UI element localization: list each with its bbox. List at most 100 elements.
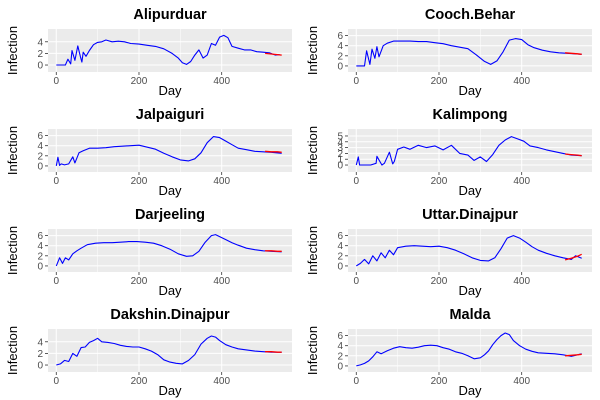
x-tick-label: 400 — [213, 76, 230, 87]
y-axis-title: Infection — [305, 326, 320, 375]
x-tick-label: 200 — [431, 376, 448, 387]
x-tick-label: 400 — [513, 76, 530, 87]
observed-series-line — [356, 38, 582, 67]
plot-background — [48, 29, 292, 72]
x-tick-label: 200 — [131, 176, 148, 187]
panel-title: Dakshin.Dinajpur — [110, 307, 230, 323]
y-tick-label: 2 — [37, 349, 43, 360]
fitted-series-line — [565, 353, 582, 357]
y-tick-label: 2 — [337, 351, 343, 362]
panel-title: Cooch.Behar — [425, 7, 516, 23]
y-tick-label: 2 — [37, 251, 43, 262]
x-tick-label: 400 — [213, 376, 230, 387]
plot-background — [48, 329, 292, 372]
observed-series-line — [56, 335, 282, 366]
y-tick-label: 4 — [37, 337, 43, 348]
x-tick-label: 0 — [353, 376, 359, 387]
y-tick-label: 0 — [337, 261, 343, 272]
y-tick-label: 6 — [37, 131, 43, 142]
plot-background — [348, 129, 592, 172]
y-axis-title: Infection — [5, 326, 20, 375]
x-tick-label: 200 — [131, 276, 148, 287]
panel-title: Malda — [449, 307, 491, 323]
x-tick-label: 400 — [213, 176, 230, 187]
fitted-series-line — [564, 253, 582, 261]
x-tick-label: 400 — [513, 376, 530, 387]
panel-title: Uttar.Dinajpur — [422, 207, 518, 223]
fitted-series-line — [565, 153, 582, 157]
y-tick-label: 4 — [37, 37, 43, 48]
observed-series-line — [55, 234, 282, 267]
panel-title: Darjeeling — [135, 207, 205, 223]
panel-title: Jalpaiguri — [136, 107, 205, 123]
x-tick-label: 200 — [431, 76, 448, 87]
y-axis-title: Infection — [305, 226, 320, 275]
fitted-series-line — [265, 150, 282, 153]
x-axis-title: Day — [458, 283, 482, 298]
y-tick-label: 1 — [337, 155, 343, 166]
y-tick-label: 0 — [37, 261, 43, 272]
x-tick-label: 200 — [431, 276, 448, 287]
y-tick-label: 0 — [337, 361, 343, 372]
x-tick-label: 0 — [353, 176, 359, 187]
observed-series-line — [56, 34, 280, 66]
x-axis-title: Day — [158, 83, 182, 98]
x-tick-label: 0 — [53, 276, 59, 287]
observed-series-line — [355, 136, 582, 166]
y-tick-label: 4 — [337, 41, 343, 52]
x-axis-title: Day — [458, 383, 482, 398]
y-tick-label: 0 — [37, 361, 43, 372]
x-tick-label: 400 — [513, 276, 530, 287]
y-tick-label: 4 — [337, 341, 343, 352]
panel-title: Kalimpong — [433, 107, 508, 123]
x-tick-label: 200 — [131, 376, 148, 387]
x-axis-title: Day — [158, 383, 182, 398]
x-tick-label: 0 — [353, 76, 359, 87]
x-axis-title: Day — [458, 183, 482, 198]
y-axis-title: Infection — [305, 26, 320, 75]
y-tick-label: 2 — [337, 51, 343, 62]
y-axis-title: Infection — [305, 126, 320, 175]
y-tick-label: 6 — [37, 231, 43, 242]
fitted-series-line — [265, 250, 282, 252]
y-tick-label: 2 — [37, 151, 43, 162]
x-tick-label: 200 — [131, 76, 148, 87]
x-axis-title: Day — [158, 183, 182, 198]
y-tick-label: 0 — [337, 61, 343, 72]
fitted-series-line — [265, 52, 282, 56]
y-tick-label: 4 — [337, 137, 343, 148]
y-tick-label: 4 — [337, 241, 343, 252]
x-tick-label: 0 — [53, 376, 59, 387]
y-tick-label: 3 — [337, 143, 343, 154]
y-axis-title: Infection — [5, 126, 20, 175]
panel-title: Alipurduar — [133, 7, 207, 23]
fitted-series-line — [565, 52, 582, 55]
y-tick-label: 5 — [337, 131, 343, 142]
x-tick-label: 400 — [513, 176, 530, 187]
observed-series-line — [356, 235, 582, 267]
fitted-series-line — [265, 351, 282, 353]
observed-series-line — [55, 136, 282, 167]
x-tick-label: 0 — [53, 76, 59, 87]
y-axis-title: Infection — [5, 226, 20, 275]
x-tick-label: 200 — [431, 176, 448, 187]
y-tick-label: 2 — [337, 251, 343, 262]
x-tick-label: 0 — [53, 176, 59, 187]
y-tick-label: 0 — [337, 161, 343, 172]
y-axis-title: Infection — [5, 26, 20, 75]
y-tick-label: 6 — [337, 331, 343, 342]
y-tick-label: 2 — [37, 49, 43, 60]
observed-series-line — [356, 332, 582, 367]
x-tick-label: 400 — [213, 276, 230, 287]
y-tick-label: 0 — [37, 161, 43, 172]
y-tick-label: 6 — [337, 31, 343, 42]
y-tick-label: 4 — [37, 241, 43, 252]
